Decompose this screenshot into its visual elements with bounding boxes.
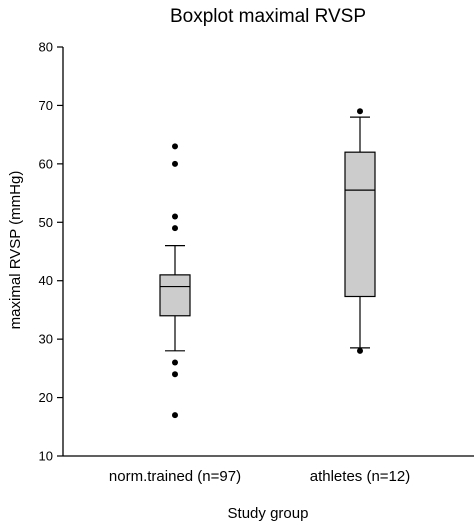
outlier-point <box>172 143 178 150</box>
chart-title: Boxplot maximal RVSP <box>170 6 366 27</box>
box-iqr <box>344 151 376 298</box>
y-tick-label: 80 <box>39 40 53 55</box>
box-group <box>344 108 376 354</box>
outlier-point <box>172 225 178 232</box>
outlier-point <box>172 412 178 419</box>
box-group <box>159 143 191 419</box>
y-tick-label: 30 <box>39 332 53 347</box>
x-category-label: athletes (n=12) <box>310 468 410 485</box>
y-tick-label: 50 <box>39 215 53 230</box>
outlier-point <box>357 108 363 115</box>
box-iqr <box>159 274 191 317</box>
y-tick-label: 40 <box>39 273 53 288</box>
y-tick-label: 70 <box>39 98 53 113</box>
x-axis: norm.trained (n=97) athletes (n=12) <box>109 468 410 485</box>
y-tick-label: 60 <box>39 156 53 171</box>
outlier-point <box>357 347 363 354</box>
outlier-point <box>172 359 178 366</box>
y-tick-label: 10 <box>39 449 53 464</box>
y-axis-label: maximal RVSP (mmHg) <box>7 171 24 330</box>
outlier-point <box>172 160 178 167</box>
x-axis-label: Study group <box>228 505 309 522</box>
boxes <box>159 108 376 419</box>
plot-area <box>62 47 474 457</box>
y-tick-label: 20 <box>39 390 53 405</box>
x-category-label: norm.trained (n=97) <box>109 468 241 485</box>
outlier-point <box>172 371 178 378</box>
outlier-point <box>172 213 178 220</box>
y-axis: 10 20 30 40 50 60 70 80 <box>39 40 63 464</box>
